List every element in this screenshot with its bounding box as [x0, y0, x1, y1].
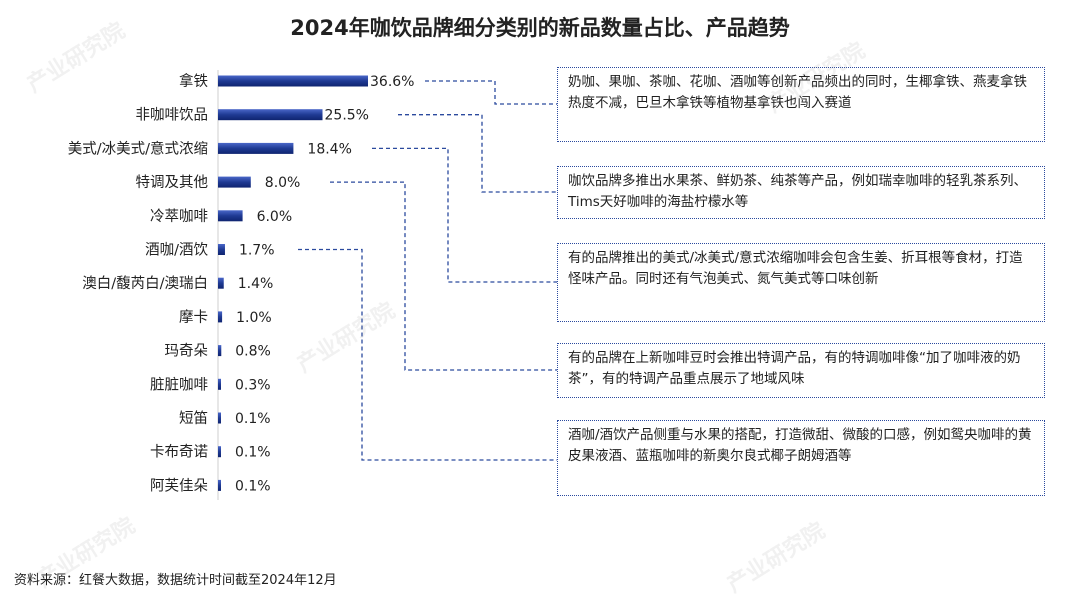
category-label: 短笛	[179, 410, 208, 427]
source-note: 资料来源：红餐大数据，数据统计时间截至2024年12月	[14, 573, 337, 588]
data-label: 0.1%	[235, 445, 271, 461]
bar	[218, 210, 243, 222]
data-label: 36.6%	[370, 74, 414, 90]
category-label: 酒咖/酒饮	[145, 242, 208, 259]
data-label: 0.8%	[235, 344, 271, 360]
bar	[218, 311, 223, 323]
data-label: 1.0%	[236, 310, 272, 326]
data-label: 0.1%	[235, 411, 271, 427]
bar	[218, 75, 368, 87]
bar	[218, 479, 221, 491]
category-label: 特调及其他	[136, 174, 209, 191]
bar	[218, 345, 222, 357]
connector-line	[398, 114, 557, 193]
bar	[218, 109, 323, 121]
data-label: 6.0%	[257, 209, 293, 225]
bar	[218, 277, 224, 289]
connector-line	[330, 181, 557, 371]
category-label: 阿芙佳朵	[150, 477, 208, 494]
connector-line	[372, 147, 557, 283]
connector-line	[298, 248, 557, 461]
bar	[218, 446, 221, 458]
category-label: 脏脏咖啡	[150, 376, 208, 393]
category-label: 摩卡	[179, 308, 208, 326]
bar	[218, 142, 294, 154]
category-label: 玛奇朵	[165, 343, 209, 360]
bar	[218, 378, 221, 390]
category-label: 卡布奇诺	[150, 444, 208, 461]
bar	[218, 244, 225, 255]
category-label: 冷萃咖啡	[150, 208, 208, 225]
category-label: 美式/冰美式/意式浓缩	[68, 139, 208, 157]
data-label: 0.3%	[235, 377, 271, 393]
data-label: 8.0%	[265, 175, 301, 191]
bar	[218, 176, 251, 188]
category-label: 非咖啡饮品	[136, 107, 209, 124]
category-label: 澳白/馥芮白/澳瑞白	[82, 274, 208, 292]
category-label: 拿铁	[179, 72, 208, 90]
data-label: 25.5%	[325, 108, 369, 124]
chart-title: 2024年咖饮品牌细分类别的新品数量占比、产品趋势	[290, 16, 790, 40]
bar	[218, 412, 221, 424]
data-label: 0.1%	[235, 478, 271, 494]
data-label: 1.7%	[239, 243, 275, 259]
data-label: 1.4%	[238, 276, 274, 292]
data-label: 18.4%	[307, 141, 351, 157]
connector-line	[425, 80, 557, 105]
